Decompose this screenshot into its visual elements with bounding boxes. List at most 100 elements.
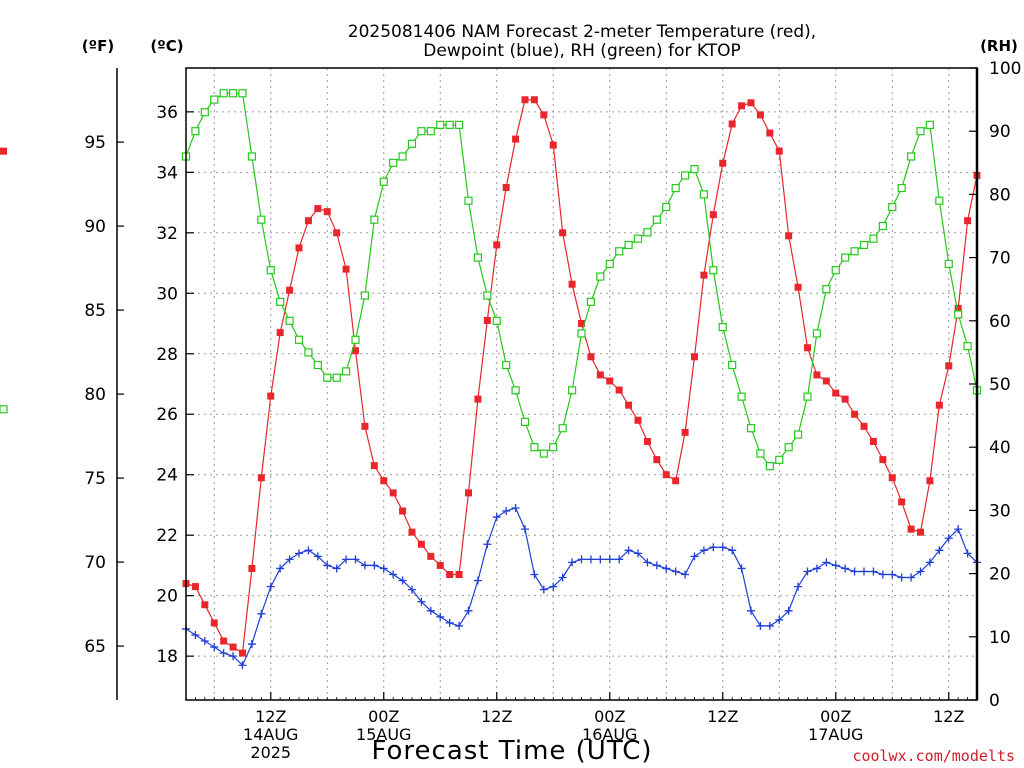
temperature-point: [276, 329, 284, 337]
fahrenheit-tick-label: 90: [84, 217, 106, 237]
rh-point: [784, 443, 793, 452]
dewpoint-point: [596, 555, 605, 564]
dewpoint-point: [794, 582, 803, 591]
celsius-tick-label: 34: [156, 163, 178, 183]
temperature-point: [766, 129, 774, 137]
temperature-point: [888, 474, 896, 482]
rh-point: [728, 360, 737, 370]
temperature-point: [370, 462, 378, 470]
celsius-tick-label: 26: [156, 405, 178, 425]
x-tick-label: 12Z: [481, 707, 512, 726]
dewpoint-point: [426, 606, 435, 615]
temperature-point: [822, 377, 830, 385]
x-tick-label: 2025: [250, 743, 291, 762]
rh-point: [586, 297, 596, 306]
temperature-point: [681, 428, 689, 436]
axes-layer: 18 20 22 24 26 28 30 32 34 36 65 70 75 80 85 90 95 0 10 20 3…: [84, 59, 1021, 762]
temperature-point: [257, 474, 265, 482]
x-tick-label: 17AUG: [808, 725, 863, 744]
rh-point: [652, 215, 661, 224]
temperature-point: [964, 217, 972, 225]
temperature-point: [314, 205, 322, 213]
x-tick-label: 00Z: [594, 707, 625, 726]
dewpoint-point: [737, 564, 746, 573]
celsius-tick-label: 30: [156, 284, 178, 304]
temperature-point: [738, 102, 746, 110]
temperature-point: [907, 525, 915, 533]
dewpoint-point: [389, 570, 398, 579]
temperature-point: [521, 96, 529, 104]
temperature-point: [455, 571, 463, 579]
temperature-point: [399, 507, 407, 515]
rh-point: [285, 316, 294, 325]
temperature-point: [408, 528, 416, 536]
rh-point: [200, 108, 209, 117]
rh-point: [878, 221, 887, 231]
rh-point: [963, 341, 972, 351]
rh-point: [812, 329, 822, 338]
dewpoint-point: [492, 513, 501, 522]
celsius-tick-label: 28: [156, 345, 178, 365]
dewpoint-point: [568, 558, 577, 567]
dewpoint-point: [756, 621, 765, 630]
dewpoint-point: [775, 615, 784, 624]
rh-point: [473, 253, 483, 262]
rh-point: [219, 89, 228, 98]
rh-point: [266, 266, 275, 275]
dewpoint-point: [634, 549, 642, 558]
rh-point: [341, 367, 351, 376]
temperature-point: [851, 410, 859, 418]
dewpoint-point: [850, 567, 859, 576]
temperature-point: [352, 347, 359, 355]
rh-point: [332, 373, 341, 382]
rh-point: [483, 291, 492, 300]
temperature-point: [389, 489, 397, 497]
temperature-point: [474, 395, 482, 403]
rh-point: [530, 443, 539, 452]
rh-point: [558, 424, 567, 433]
series-layer: [0, 89, 982, 670]
dewpoint-point: [398, 576, 407, 585]
rh-point: [323, 373, 332, 382]
rh-point: [822, 285, 831, 294]
dewpoint-point: [502, 507, 511, 516]
temperature-point: [427, 552, 435, 560]
dewpoint-point: [229, 652, 238, 661]
dewpoint-point: [323, 561, 332, 570]
rh-point: [803, 392, 812, 401]
temperature-point: [615, 386, 623, 394]
rh-point: [398, 152, 407, 161]
rh-point: [916, 127, 925, 136]
dewpoint-point: [822, 558, 831, 567]
dewpoint-point: [200, 637, 209, 646]
dewpoint-point: [360, 561, 369, 570]
celsius-unit-label: (ºC): [150, 37, 183, 55]
dewpoint-point: [511, 503, 520, 512]
temperature-point: [945, 362, 953, 370]
temperature-point: [596, 371, 604, 379]
temperature-point: [210, 619, 218, 627]
temperature-point: [304, 217, 312, 225]
rh-point: [0, 405, 8, 414]
rh-point: [775, 455, 784, 464]
rh-point: [445, 120, 454, 129]
grid-lines: [186, 68, 977, 700]
celsius-tick-label: 32: [156, 224, 178, 244]
rh-point: [850, 247, 859, 256]
dewpoint-point: [944, 534, 953, 543]
dewpoint-point: [605, 555, 614, 564]
rh-point: [210, 95, 219, 104]
x-tick-label: 12Z: [255, 707, 286, 726]
dewpoint-point: [332, 564, 341, 573]
x-tick-label: 12Z: [933, 707, 964, 726]
rh-unit-label: (RH): [980, 37, 1018, 55]
temperature-point: [756, 111, 764, 119]
temperature-point: [700, 271, 708, 279]
temperature-point: [709, 211, 717, 219]
x-tick-label: 00Z: [820, 707, 851, 726]
temperature-point: [512, 135, 520, 143]
dewpoint-point: [342, 555, 351, 564]
temperature-point: [483, 316, 491, 324]
rh-point: [633, 234, 643, 243]
rh-point: [426, 127, 435, 136]
